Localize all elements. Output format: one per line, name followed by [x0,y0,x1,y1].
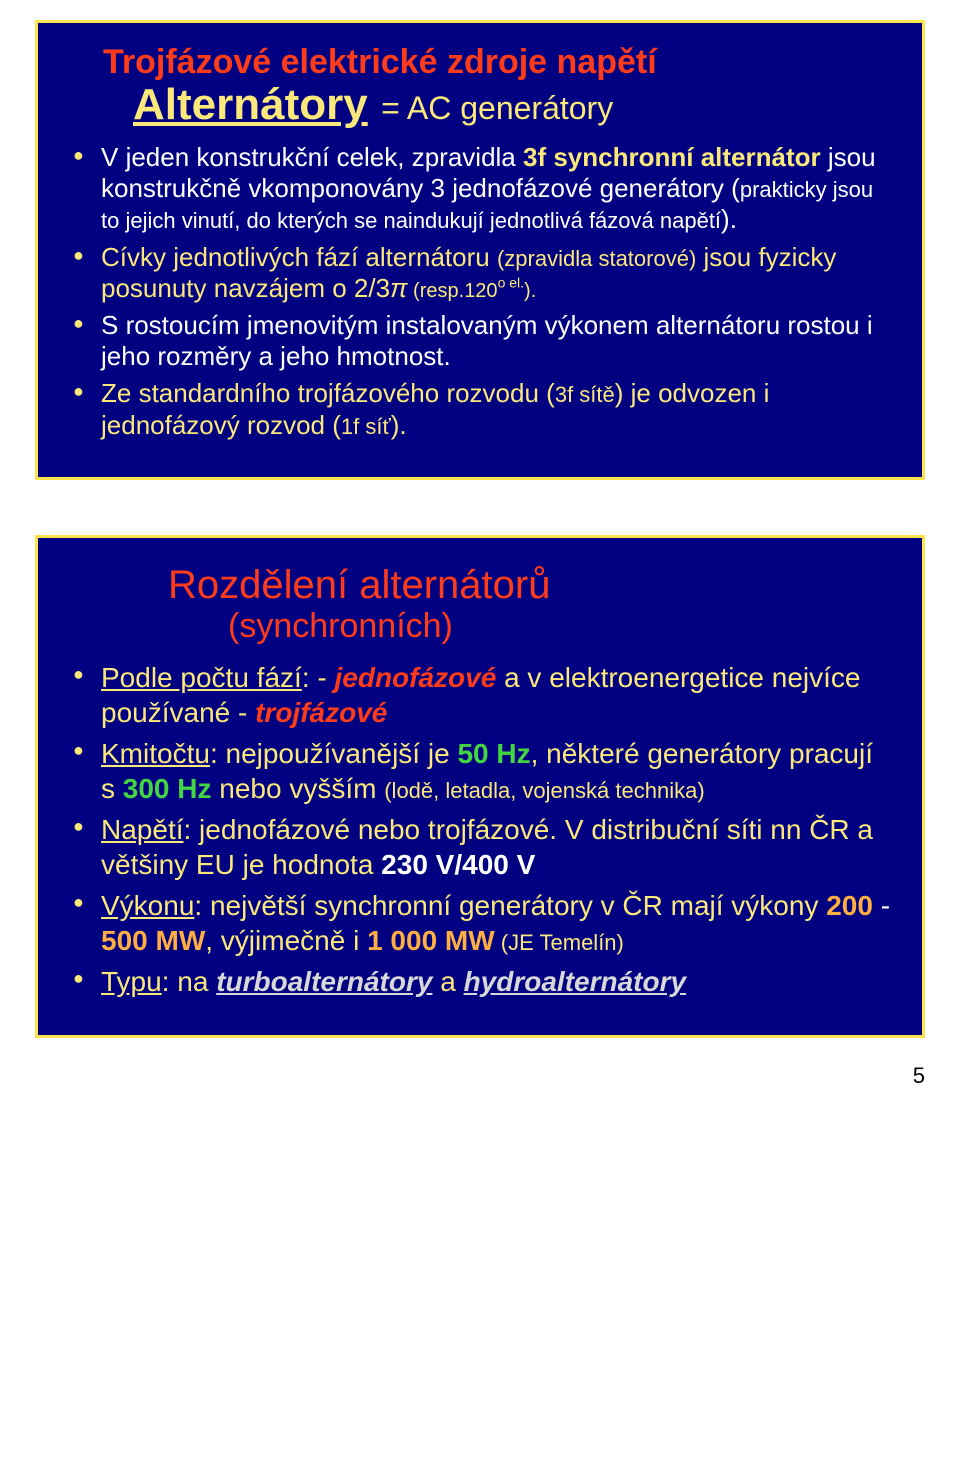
bullet-item: V jeden konstrukční celek, zpravidla 3f … [73,142,892,236]
slide-2: Rozdělení alternátorů (synchronních) Pod… [35,535,925,1038]
bullet-item: Ze standardního trojfázového rozvodu (3f… [73,378,892,440]
slide1-title-line1: Trojfázové elektrické zdroje napětí [103,43,892,82]
slide1-title-sub: = AC generátory [372,90,613,126]
slide2-bullets: Podle počtu fází: - jednofázové a v elek… [73,660,892,999]
slide2-title-sub: (synchronních) [228,607,892,646]
page-number: 5 [35,1063,925,1089]
slide-1: Trojfázové elektrické zdroje napětí Alte… [35,20,925,480]
bullet-item: S rostoucím jmenovitým instalovaným výko… [73,310,892,372]
slide2-title-main: Rozdělení alternátorů [168,563,892,607]
slide1-title-main: Alternátory [133,80,368,129]
slide1-title-line2: Alternátory = AC generátory [133,80,892,130]
bullet-item: Podle počtu fází: - jednofázové a v elek… [73,660,892,730]
slide1-bullets: V jeden konstrukční celek, zpravidla 3f … [73,142,892,441]
bullet-item: Kmitočtu: nejpoužívanější je 50 Hz, někt… [73,736,892,806]
bullet-item: Typu: na turboalternátory a hydroalterná… [73,964,892,999]
bullet-item: Cívky jednotlivých fází alternátoru (zpr… [73,242,892,304]
bullet-item: Výkonu: největší synchronní generátory v… [73,888,892,958]
bullet-item: Napětí: jednofázové nebo trojfázové. V d… [73,812,892,882]
